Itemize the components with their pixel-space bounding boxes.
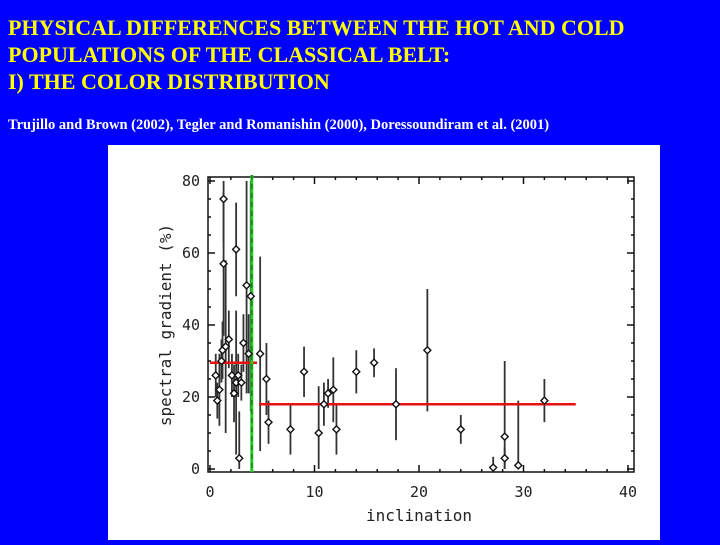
data-point	[211, 370, 221, 380]
data-point	[234, 453, 244, 463]
plot-frame	[207, 176, 635, 473]
y-axis-label: spectral gradient (%)	[156, 224, 175, 426]
data-point	[261, 374, 271, 384]
data-point	[246, 291, 256, 301]
data-point	[391, 399, 401, 409]
data-point	[212, 396, 222, 406]
title-line-3: I) THE COLOR DISTRIBUTION	[8, 69, 330, 94]
x-tick-label: 40	[619, 483, 637, 501]
citation: Trujillo and Brown (2002), Tegler and Ro…	[8, 117, 550, 133]
data-point	[513, 460, 523, 470]
data-point	[233, 370, 243, 380]
title-line-1: PHYSICAL DIFFERENCES BETWEEN THE HOT AND…	[8, 15, 625, 40]
data-point	[422, 345, 432, 355]
data-point	[500, 432, 510, 442]
data-point	[255, 349, 265, 359]
y-tick-label: 80	[182, 172, 200, 190]
data-point	[217, 356, 226, 366]
data-point	[314, 428, 324, 438]
x-axis-label: inclination	[366, 506, 472, 525]
data-point	[244, 349, 254, 359]
data-point	[224, 334, 234, 344]
data-point	[328, 385, 338, 395]
data-point	[236, 378, 246, 388]
slide-title: PHYSICAL DIFFERENCES BETWEEN THE HOT AND…	[8, 14, 625, 95]
y-tick-label: 0	[191, 460, 200, 478]
title-line-2: POPULATIONS OF THE CLASSICAL BELT:	[8, 42, 451, 67]
y-tick-label: 40	[182, 316, 200, 334]
y-tick-label: 60	[182, 244, 200, 262]
data-point	[221, 342, 231, 352]
data-point	[331, 424, 341, 434]
data-point	[285, 424, 295, 434]
x-tick-label: 30	[514, 483, 532, 501]
data-point	[500, 453, 510, 463]
data-point	[264, 417, 274, 427]
data-point	[219, 194, 229, 204]
y-tick-label: 20	[182, 388, 200, 406]
data-point	[219, 259, 229, 269]
data-point	[229, 388, 239, 398]
data-point	[231, 244, 241, 254]
data-point	[488, 463, 498, 473]
scatter-chart: 0 10 20 30 40 0 20 40 60 80 inclination spectral …	[156, 172, 637, 525]
data-point	[319, 399, 329, 409]
chart-panel: 0 10 20 30 40 0 20 40 60 80 inclination spectral …	[108, 145, 660, 540]
data-point	[299, 367, 309, 377]
x-tick-label: 0	[205, 483, 214, 501]
data-point	[214, 385, 224, 395]
x-tick-label: 20	[410, 483, 428, 501]
data-point	[369, 358, 379, 368]
data-point	[238, 338, 248, 348]
data-point	[456, 424, 466, 434]
data-point	[227, 370, 237, 380]
x-tick-label: 10	[305, 483, 323, 501]
data-point	[351, 367, 361, 377]
data-point	[539, 396, 549, 406]
data-point	[323, 388, 333, 398]
data-point	[242, 280, 252, 290]
